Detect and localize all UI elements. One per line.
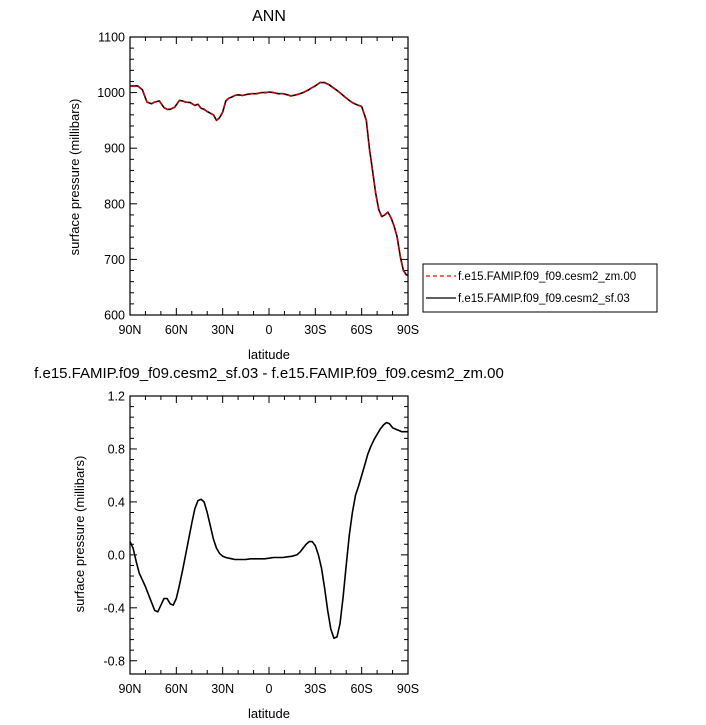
bottom-chart-lines [129, 421, 408, 640]
bottom-chart-xlabel: latitude [248, 706, 290, 721]
series-line [130, 81, 408, 276]
x-tick-label: 90N [119, 682, 142, 696]
y-tick-label: 0.0 [108, 548, 125, 562]
x-tick-label: 30N [211, 682, 234, 696]
y-tick-label: 1100 [98, 31, 125, 45]
x-tick-label: 30S [304, 682, 326, 696]
legend-label: f.e15.FAMIP.f09_f09.cesm2_zm.00 [458, 271, 636, 283]
x-tick-label: 30N [211, 323, 234, 337]
x-tick-label: 60S [351, 682, 373, 696]
y-tick-label: 1000 [97, 86, 125, 100]
x-tick-label: 60N [165, 682, 188, 696]
series-line [129, 421, 408, 640]
x-tick-label: 90S [397, 323, 419, 337]
legend-item: f.e15.FAMIP.f09_f09.cesm2_sf.03 [426, 293, 630, 305]
y-tick-label: 0.8 [108, 442, 125, 456]
y-tick-label: 800 [104, 197, 125, 211]
y-tick-label: 900 [104, 142, 125, 156]
x-tick-label: 60S [351, 323, 373, 337]
y-tick-label: -0.4 [103, 601, 125, 615]
bottom-chart-title: f.e15.FAMIP.f09_f09.cesm2_sf.03 - f.e15.… [34, 365, 504, 382]
bottom-chart: f.e15.FAMIP.f09_f09.cesm2_sf.03 - f.e15.… [34, 365, 504, 721]
series-line-dashed [130, 81, 408, 276]
top-chart-xlabel: latitude [248, 347, 290, 362]
y-tick-label: 700 [104, 253, 125, 267]
top-chart: ANN surface pressure (millibars) latitud… [67, 8, 658, 362]
y-tick-label: -0.8 [103, 654, 125, 668]
y-tick-label: 1.2 [108, 390, 125, 404]
top-chart-ylabel: surface pressure (millibars) [67, 99, 82, 256]
x-tick-label: 0 [266, 682, 273, 696]
legend: f.e15.FAMIP.f09_f09.cesm2_zm.00 f.e15.FA… [422, 263, 658, 313]
y-tick-label: 0.4 [108, 495, 125, 509]
x-tick-label: 60N [165, 323, 188, 337]
top-chart-lines [130, 81, 408, 276]
top-chart-title: ANN [252, 8, 286, 25]
x-tick-label: 0 [266, 323, 273, 337]
legend-item: f.e15.FAMIP.f09_f09.cesm2_zm.00 [426, 271, 636, 283]
top-chart-axes: 90N 60N 30N 0 30S 60S 90S 600 700 800 900 1000 1100 [97, 31, 419, 338]
bottom-chart-axes: 90N 60N 30N 0 30S 60S 90S -0.8 -0.4 0.0 0.4 0.8 1.2 [103, 390, 419, 697]
x-tick-label: 90N [119, 323, 142, 337]
x-tick-label: 90S [397, 682, 419, 696]
legend-box [422, 263, 658, 313]
top-chart-frame [129, 36, 409, 316]
legend-label: f.e15.FAMIP.f09_f09.cesm2_sf.03 [458, 293, 630, 305]
y-tick-label: 600 [104, 309, 125, 323]
bottom-chart-frame [129, 395, 409, 675]
x-tick-label: 30S [304, 323, 326, 337]
bottom-chart-ylabel: surface pressure (millibars) [72, 456, 87, 613]
